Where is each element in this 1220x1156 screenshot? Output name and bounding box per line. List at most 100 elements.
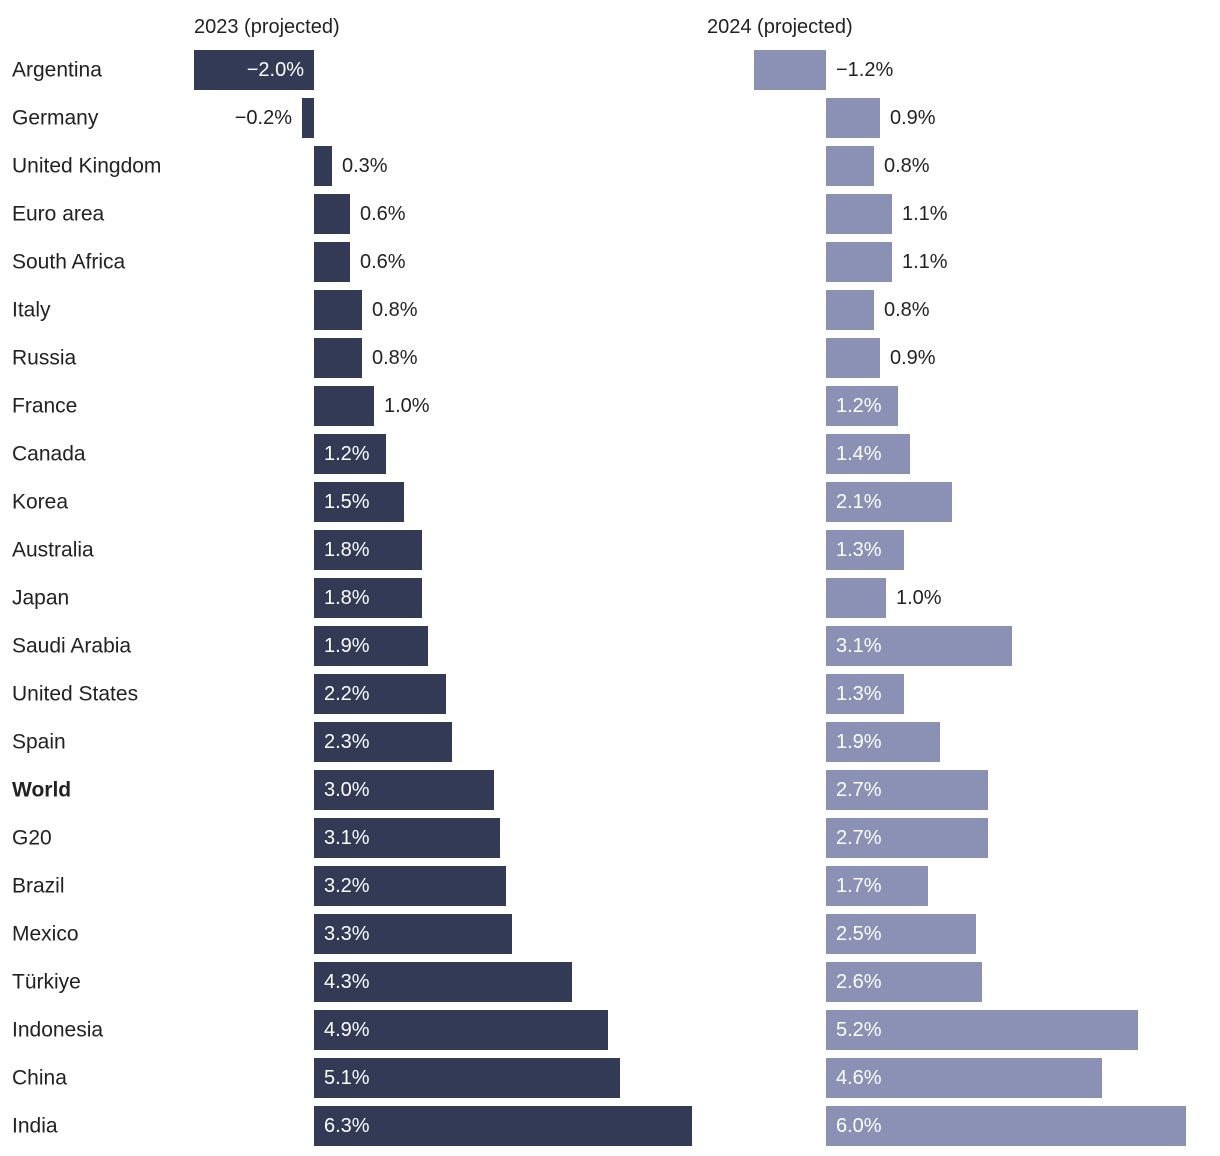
panel-title-2023: 2023 (projected) [194, 16, 340, 38]
bar-2024-saudi-arabia [826, 626, 1012, 666]
bar-2023-world [314, 770, 494, 810]
bar-2023-mexico [314, 914, 512, 954]
value-label-2024-china: 4.6% [836, 1067, 882, 1089]
value-label-2024-euro-area: 1.1% [902, 203, 948, 225]
value-label-2024-indonesia: 5.2% [836, 1019, 882, 1041]
value-label-2024-germany: 0.9% [890, 107, 936, 129]
bar-2023-g20 [314, 818, 500, 858]
bar-2024-spain [826, 722, 940, 762]
category-label-mexico: Mexico [12, 923, 79, 946]
value-label-2023-korea: 1.5% [324, 491, 370, 513]
category-label-turkiye: Türkiye [12, 971, 81, 994]
bar-2024-mexico [826, 914, 976, 954]
category-label-brazil: Brazil [12, 875, 65, 898]
bar-2023-france [314, 386, 374, 426]
bar-2023-china [314, 1058, 620, 1098]
value-label-2023-japan: 1.8% [324, 587, 370, 609]
value-label-2023-united-kingdom: 0.3% [342, 155, 388, 177]
bar-2024-china [826, 1058, 1102, 1098]
bar-2024-japan [826, 578, 886, 618]
value-label-2024-japan: 1.0% [896, 587, 942, 609]
country-labels: Argentina Germany United Kingdom Euro area S… [12, 59, 161, 1138]
value-label-2023-germany: −0.2% [235, 107, 292, 129]
value-label-2023-world: 3.0% [324, 779, 370, 801]
category-label-korea: Korea [12, 491, 68, 514]
category-label-russia: Russia [12, 347, 77, 370]
value-label-2023-canada: 1.2% [324, 443, 370, 465]
value-label-2024-turkiye: 2.6% [836, 971, 882, 993]
bar-2023-south-africa [314, 242, 350, 282]
value-label-2023-g20: 3.1% [324, 827, 370, 849]
bar-2023-brazil [314, 866, 506, 906]
value-label-2024-united-kingdom: 0.8% [884, 155, 930, 177]
value-label-2024-south-africa: 1.1% [902, 251, 948, 273]
value-label-2023-euro-area: 0.6% [360, 203, 406, 225]
bar-2024-united-states [826, 674, 904, 714]
bar-2023-spain [314, 722, 452, 762]
value-label-2024-korea: 2.1% [836, 491, 882, 513]
value-label-2023-indonesia: 4.9% [324, 1019, 370, 1041]
category-label-japan: Japan [12, 587, 69, 610]
bar-2024-united-kingdom [826, 146, 874, 186]
category-label-united-states: United States [12, 683, 138, 706]
bar-2023-indonesia [314, 1010, 608, 1050]
value-label-2024-spain: 1.9% [836, 731, 882, 753]
bar-2023-india [314, 1106, 692, 1146]
category-label-canada: Canada [12, 443, 86, 466]
bar-2024-korea [826, 482, 952, 522]
value-label-2024-world: 2.7% [836, 779, 882, 801]
value-label-2023-south-africa: 0.6% [360, 251, 406, 273]
bar-2023-canada [314, 434, 386, 474]
bar-2024-turkiye [826, 962, 982, 1002]
value-label-2023-italy: 0.8% [372, 299, 418, 321]
value-label-2024-russia: 0.9% [890, 347, 936, 369]
category-label-australia: Australia [12, 539, 94, 562]
bar-2023-euro-area [314, 194, 350, 234]
value-label-2023-argentina: −2.0% [247, 59, 304, 81]
value-label-2023-spain: 2.3% [324, 731, 370, 753]
category-label-argentina: Argentina [12, 59, 102, 82]
bar-2023-united-states [314, 674, 446, 714]
value-labels: −2.0% −1.2% −0.2% 0.9% 0.3% 0.8% 0.6% 1.1% 0.6% 1… [235, 59, 948, 1137]
value-label-2024-australia: 1.3% [836, 539, 882, 561]
panel-title-2024: 2024 (projected) [707, 16, 853, 38]
category-label-india: India [12, 1115, 58, 1138]
category-label-world: World [12, 779, 71, 802]
value-label-2023-australia: 1.8% [324, 539, 370, 561]
bar-2023-united-kingdom [314, 146, 332, 186]
bar-2023-korea [314, 482, 404, 522]
value-label-2024-canada: 1.4% [836, 443, 882, 465]
value-label-2023-mexico: 3.3% [324, 923, 370, 945]
value-label-2023-saudi-arabia: 1.9% [324, 635, 370, 657]
category-label-italy: Italy [12, 299, 51, 322]
bar-2023-germany [302, 98, 314, 138]
value-label-2023-india: 6.3% [324, 1115, 370, 1137]
category-label-g20: G20 [12, 827, 52, 850]
bar-2024-brazil [826, 866, 928, 906]
bar-2023-turkiye [314, 962, 572, 1002]
category-label-south-africa: South Africa [12, 251, 126, 274]
category-label-euro-area: Euro area [12, 203, 105, 226]
value-label-2023-turkiye: 4.3% [324, 971, 370, 993]
bars [194, 50, 1186, 1146]
category-label-indonesia: Indonesia [12, 1019, 103, 1042]
value-label-2024-india: 6.0% [836, 1115, 882, 1137]
value-label-2023-china: 5.1% [324, 1067, 370, 1089]
bar-2024-canada [826, 434, 910, 474]
bar-2024-france [826, 386, 898, 426]
value-label-2023-united-states: 2.2% [324, 683, 370, 705]
value-label-2023-brazil: 3.2% [324, 875, 370, 897]
category-label-germany: Germany [12, 107, 99, 130]
value-label-2024-france: 1.2% [836, 395, 882, 417]
bar-2024-g20 [826, 818, 988, 858]
value-label-2024-argentina: −1.2% [836, 59, 893, 81]
bar-2023-argentina [194, 50, 314, 90]
value-label-2024-italy: 0.8% [884, 299, 930, 321]
value-label-2024-united-states: 1.3% [836, 683, 882, 705]
bar-2023-italy [314, 290, 362, 330]
bar-2024-australia [826, 530, 904, 570]
category-label-united-kingdom: United Kingdom [12, 155, 161, 178]
bar-2024-india [826, 1106, 1186, 1146]
bar-2023-australia [314, 530, 422, 570]
